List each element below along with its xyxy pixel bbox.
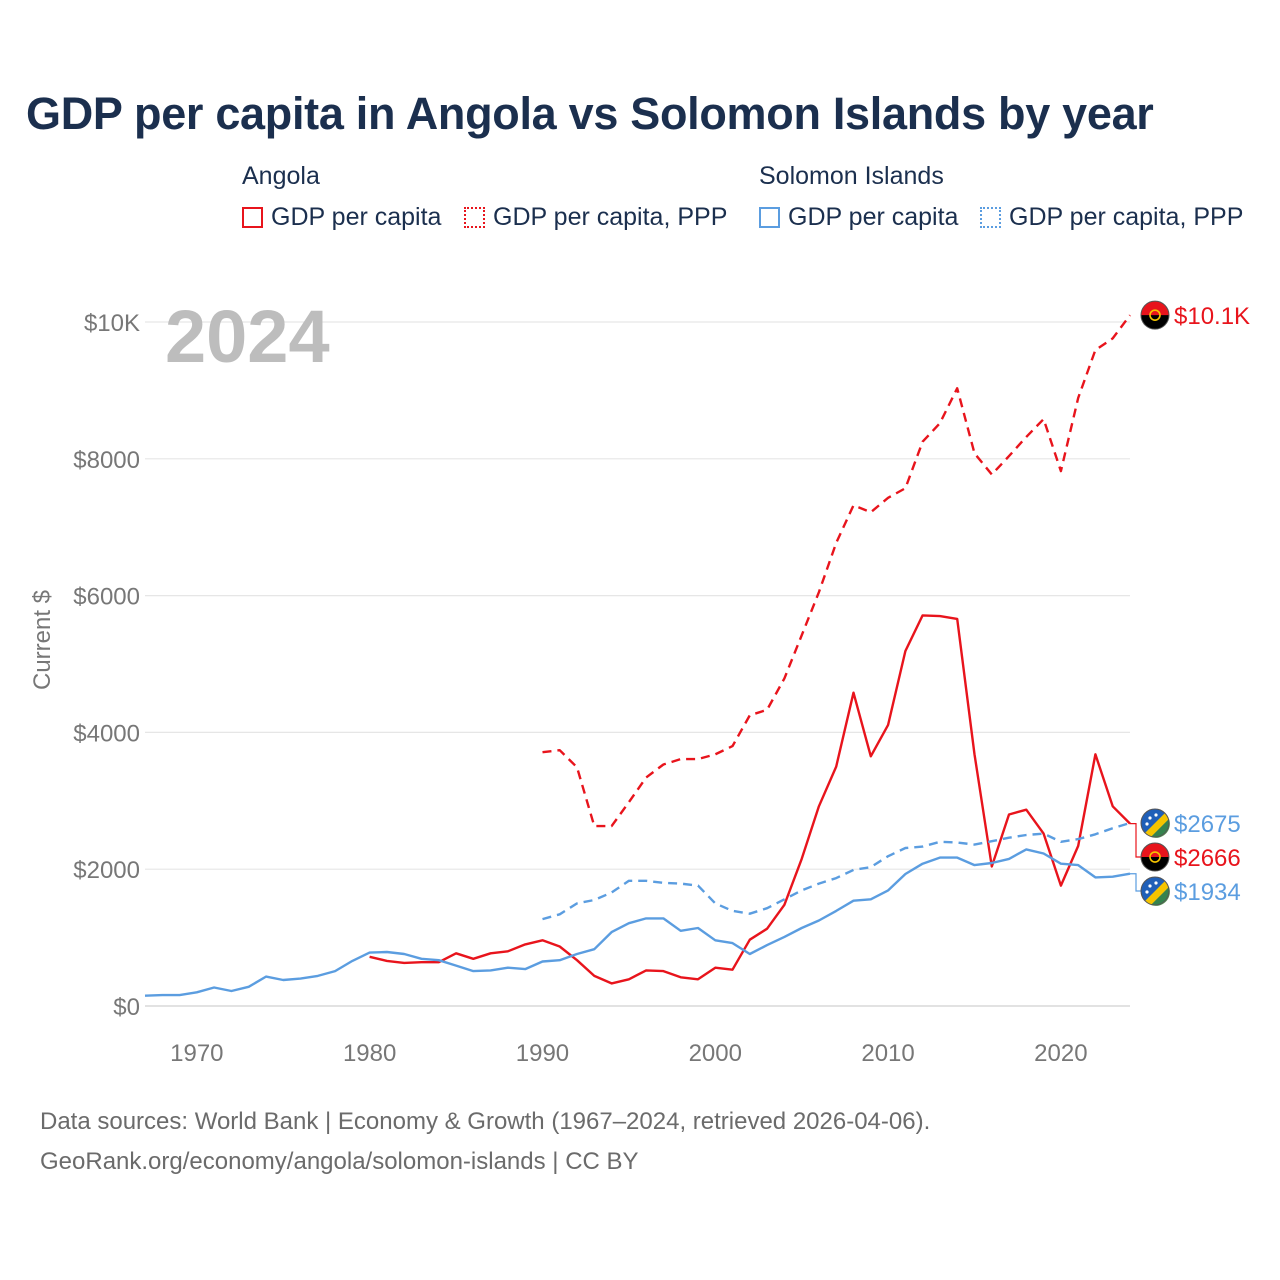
x-tick-label: 1990 (516, 1040, 569, 1067)
series-line (369, 614, 1131, 985)
series-line (542, 821, 1131, 921)
legend-label: GDP per capita, PPP (493, 203, 728, 231)
series-lines (144, 314, 1131, 997)
y-axis-label: Current $ (29, 590, 56, 690)
solomon-islands-flag-icon (1140, 808, 1170, 838)
angola-flag-icon (1140, 842, 1170, 872)
label-connector (1130, 873, 1141, 892)
end-value-label: $2666 (1174, 845, 1241, 872)
end-value-label: $2675 (1174, 811, 1241, 838)
legend-item-solomon-gdp[interactable]: GDP per capita (759, 203, 958, 232)
angola-flag-icon (1140, 300, 1170, 330)
legend-group-angola: Angola (242, 162, 320, 190)
y-tick-label: $10K (84, 310, 140, 337)
legend-label: GDP per capita (788, 203, 959, 231)
legend-label: GDP per capita, PPP (1009, 203, 1244, 231)
y-axis: $0 $2000 $4000 $6000 $8000 $10K (73, 310, 140, 1021)
year-watermark: 2024 (165, 295, 330, 378)
label-connector (1130, 823, 1141, 858)
y-tick-label: $6000 (73, 584, 140, 611)
x-tick-label: 1970 (170, 1040, 223, 1067)
end-value-label: $10.1K (1174, 303, 1250, 330)
x-tick-label: 2010 (861, 1040, 914, 1067)
source-text: Data sources: World Bank | Economy & Gro… (40, 1108, 931, 1135)
end-markers: $10.1K $2675 $2666 $1934 (1130, 300, 1250, 906)
x-axis: 1970 1980 1990 2000 2010 2020 (170, 1040, 1087, 1067)
legend-swatch-dotted-icon (980, 207, 1001, 228)
solomon-islands-flag-icon (1140, 876, 1170, 906)
chart-title: GDP per capita in Angola vs Solomon Isla… (26, 88, 1154, 139)
legend-swatch-solid-icon (242, 207, 263, 228)
series-line (542, 314, 1131, 828)
legend-item-angola-gdp-ppp[interactable]: GDP per capita, PPP (464, 203, 727, 232)
source-link[interactable]: GeoRank.org/economy/angola/solomon-islan… (40, 1148, 639, 1175)
x-tick-label: 2000 (689, 1040, 742, 1067)
series-line (144, 848, 1131, 997)
legend-swatch-solid-icon (759, 207, 780, 228)
y-tick-label: $2000 (73, 857, 140, 884)
grid-lines (145, 321, 1130, 1007)
end-value-label: $1934 (1174, 879, 1241, 906)
y-tick-label: $0 (113, 994, 140, 1021)
x-tick-label: 1980 (343, 1040, 396, 1067)
legend-label: GDP per capita (271, 203, 442, 231)
legend-swatch-dotted-icon (464, 207, 485, 228)
y-tick-label: $8000 (73, 447, 140, 474)
y-tick-label: $4000 (73, 720, 140, 747)
legend-group-solomon-islands: Solomon Islands (759, 162, 944, 190)
legend-item-angola-gdp[interactable]: GDP per capita (242, 203, 441, 232)
legend-item-solomon-gdp-ppp[interactable]: GDP per capita, PPP (980, 203, 1243, 232)
x-tick-label: 2020 (1034, 1040, 1087, 1067)
